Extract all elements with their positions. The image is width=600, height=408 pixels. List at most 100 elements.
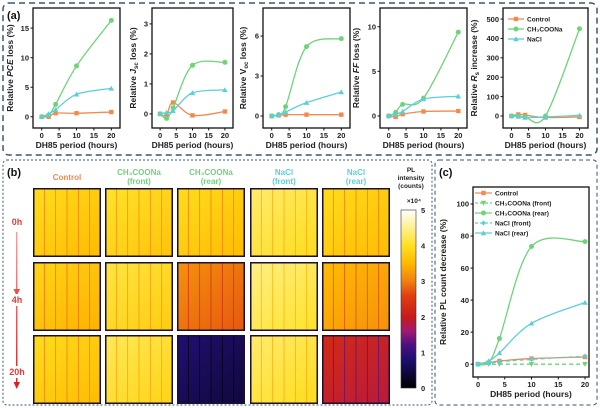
- chart-ff-series-control-point: [456, 108, 461, 114]
- chart-pl-x-tick-label: 10: [527, 380, 535, 389]
- row-label-4h: 4h: [12, 295, 23, 305]
- chart-rs-x-tick-label: 10: [541, 131, 549, 140]
- row-label-20h: 20h: [9, 367, 25, 377]
- chart-pce-y-tick-label: 0: [25, 112, 29, 121]
- chart-ff-y-tick-label: 0: [372, 112, 376, 121]
- colorbar-title: PL: [407, 167, 415, 174]
- chart-rs-x-tick-label: 0: [509, 131, 513, 140]
- chart-pl-series-nacl-rear--point: [486, 358, 492, 364]
- chart-rs-y-tick-label: 400: [486, 34, 499, 43]
- chart-pce-series-ch-coona-line: [41, 20, 112, 118]
- legend-c-label-1: CH₃COONa (front): [495, 200, 551, 207]
- legend-marker-2: [513, 36, 519, 42]
- chart-pl-x-tick-label: 0: [476, 380, 480, 389]
- chart-voc-y-axis-label: Relative Voc loss (%): [238, 27, 250, 110]
- legend-c-label-4: NaCl (rear): [495, 230, 528, 237]
- chart-ff-x-tick-label: 10: [419, 131, 427, 140]
- chart-voc-y-tick-label: 3: [255, 72, 259, 81]
- chart-rs-y-tick-label: 0: [495, 112, 499, 121]
- column-header-3: NaCl: [275, 168, 293, 177]
- chart-pl-frame: [472, 186, 590, 378]
- chart-jsc-series-nacl-point: [157, 111, 163, 117]
- chart-jsc-series-control-point: [170, 100, 176, 105]
- chart-rs-y-axis-label: Relative Rs increase (%): [469, 19, 481, 116]
- chart-voc-series-nacl-point: [282, 109, 289, 115]
- legend-c-label-2: CH₃COONa (rear): [495, 210, 549, 217]
- chart-voc-series-control-point: [339, 112, 344, 117]
- chart-jsc-x-tick-label: 15: [205, 131, 213, 140]
- chart-pce-x-tick-label: 0: [40, 131, 44, 140]
- chart-voc-frame: [262, 7, 351, 129]
- chart-ff-series-nacl-point: [386, 113, 392, 119]
- chart-rs-series-ch-coona-point: [577, 26, 582, 32]
- chart-rs-series-nacl-point: [522, 114, 528, 120]
- chart-pce-series-control-point: [53, 111, 58, 116]
- chart-rs-series-nacl-point: [576, 112, 583, 118]
- column-subheader-4: (rear): [346, 177, 367, 186]
- chart-jsc-frame: [151, 7, 234, 129]
- chart-ff-series-ch-coona-point: [400, 101, 406, 107]
- chart-rs-series-nacl-point: [508, 113, 515, 119]
- chart-jsc-x-tick-label: 5: [174, 131, 178, 140]
- legend-c-marker-1: [480, 200, 487, 206]
- chart-pl-x-axis-label: DH85 period (hours): [490, 389, 572, 399]
- legend-label-1: CH₃COONa: [527, 26, 563, 33]
- chart-ff-series-control-point: [400, 111, 405, 117]
- chart-ff-x-tick-label: 0: [387, 131, 391, 140]
- chart-voc-x-tick-label: 20: [337, 131, 345, 140]
- column-header-0: Control: [53, 173, 81, 182]
- chart-rs-series-ch-coona-line: [511, 28, 581, 124]
- column-header-4: NaCl: [347, 168, 365, 177]
- chart-pce-series-nacl-point: [52, 106, 59, 112]
- chart-rs-series-nacl-point: [542, 114, 549, 120]
- chart-pl-series-nacl-front--point: [582, 353, 588, 359]
- legend-c-marker-2: [481, 210, 486, 216]
- legend-c-marker-4: [480, 230, 487, 236]
- chart-voc-series-nacl-point: [275, 111, 282, 117]
- legend-c-marker-0: [481, 190, 486, 196]
- chart-pce-series-nacl-point: [39, 114, 45, 119]
- chart-pl-x-tick-label: 20: [581, 380, 589, 389]
- chart-rs-x-axis-label: DH85 period (hours): [505, 140, 587, 150]
- chart-voc-x-axis-label: DH85 period (hours): [266, 140, 348, 150]
- column-header-1: CH₃COONa: [117, 168, 161, 177]
- chart-pce-series-control-point: [109, 109, 114, 115]
- chart-pce-x-axis-label: DH85 period (hours): [36, 140, 118, 150]
- chart-jsc-series-nacl-point: [163, 109, 170, 115]
- chart-jsc-x-tick-label: 10: [188, 131, 196, 140]
- chart-pce-x-tick-label: 10: [72, 131, 80, 140]
- row-label-bg: [8, 216, 26, 228]
- chart-voc-series-nacl-point: [303, 99, 310, 105]
- chart-rs-series-nacl-point: [515, 113, 521, 119]
- chart-rs-x-tick-label: 15: [558, 131, 566, 140]
- colorbar-multiplier: ×10⁴: [407, 198, 421, 205]
- chart-ff-y-tick-label: 10: [368, 22, 376, 31]
- chart-voc-series-ch-coona-point: [283, 104, 289, 110]
- colorbar: [400, 209, 417, 389]
- colorbar-tick-label: 0: [421, 384, 425, 393]
- chart-pl-y-tick-label: 60: [461, 264, 469, 273]
- chart-voc-y-tick-label: 6: [255, 32, 259, 41]
- chart-rs-x-tick-label: 20: [575, 131, 583, 140]
- chart-ff-y-tick-label: 5: [372, 67, 376, 76]
- panel-a-border: [2, 2, 598, 156]
- chart-pl-series-ch-coona-front--point: [582, 361, 588, 367]
- chart-voc-x-tick-label: 10: [302, 131, 310, 140]
- time-arrow-head: [13, 382, 20, 389]
- chart-voc-x-tick-label: 5: [287, 131, 291, 140]
- chart-rs-y-tick-label: 500: [486, 15, 499, 24]
- chart-jsc-series-nacl-point: [170, 108, 176, 114]
- chart-rs-x-tick-label: 5: [526, 131, 530, 140]
- column-header-2: CH₃COONa: [189, 168, 233, 177]
- chart-pl-series-nacl-rear--point: [582, 299, 588, 305]
- chart-pl-y-tick-label: 20: [461, 328, 469, 337]
- chart-pl-series-ch-coona-front--point: [528, 361, 535, 367]
- chart-voc-series-control-point: [283, 112, 288, 117]
- chart-jsc-series-nacl-point: [189, 90, 196, 96]
- colorbar-tick-label: 3: [421, 277, 425, 286]
- chart-pl-series-ch-coona-rear--point: [529, 243, 535, 249]
- chart-pl-series-nacl-rear--point: [496, 350, 503, 356]
- chart-rs-y-tick-label: 200: [486, 73, 499, 82]
- chart-ff-series-nacl-point: [455, 93, 461, 99]
